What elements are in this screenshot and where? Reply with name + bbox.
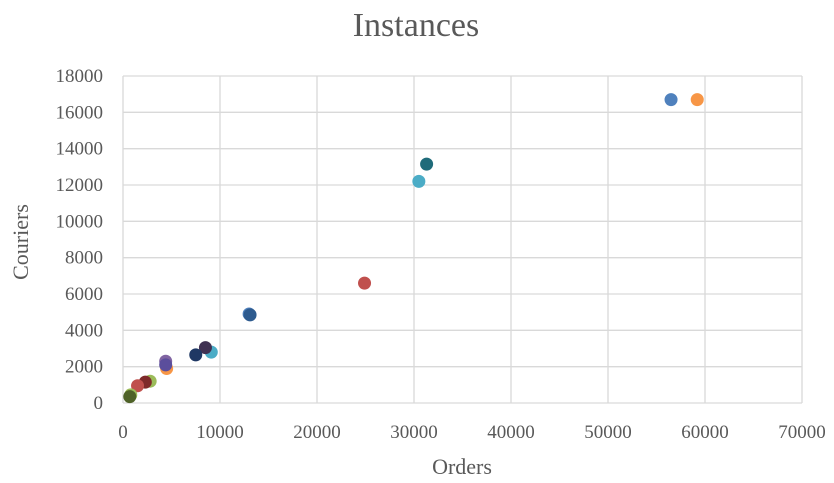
data-point: [412, 174, 426, 188]
y-tick-label: 2000: [65, 357, 103, 378]
tick-labels: 0 2000 4000 6000 8000 10000 12000 14000 16000 180…: [56, 66, 826, 443]
y-tick-label: 8000: [65, 248, 103, 269]
x-tick-label: 70000: [778, 422, 826, 443]
y-tick-label: 0: [94, 393, 104, 414]
data-point: [243, 308, 257, 322]
x-tick-label: 50000: [584, 422, 632, 443]
data-point: [420, 157, 434, 171]
y-tick-label: 18000: [56, 66, 104, 87]
x-axis-title: Orders: [432, 454, 492, 479]
y-tick-label: 14000: [56, 139, 104, 160]
x-tick-label: 20000: [293, 422, 341, 443]
data-points: [123, 93, 704, 404]
data-point: [198, 341, 212, 355]
y-tick-label: 12000: [56, 175, 104, 196]
x-tick-label: 60000: [681, 422, 729, 443]
y-tick-label: 6000: [65, 284, 103, 305]
x-tick-label: 10000: [196, 422, 244, 443]
y-tick-label: 10000: [56, 211, 104, 232]
y-axis-title: Couriers: [8, 204, 33, 280]
data-point: [159, 358, 173, 372]
x-tick-label: 30000: [390, 422, 438, 443]
y-tick-label: 4000: [65, 320, 103, 341]
data-point: [664, 93, 678, 107]
x-tick-label: 0: [118, 422, 128, 443]
data-point: [690, 93, 704, 107]
x-tick-label: 40000: [487, 422, 535, 443]
data-point: [131, 379, 145, 393]
data-point: [123, 390, 137, 404]
chart-title: Instances: [353, 7, 480, 44]
data-point: [358, 276, 372, 290]
gridlines: [122, 75, 803, 404]
y-tick-label: 16000: [56, 102, 104, 123]
data-point: [189, 348, 203, 362]
